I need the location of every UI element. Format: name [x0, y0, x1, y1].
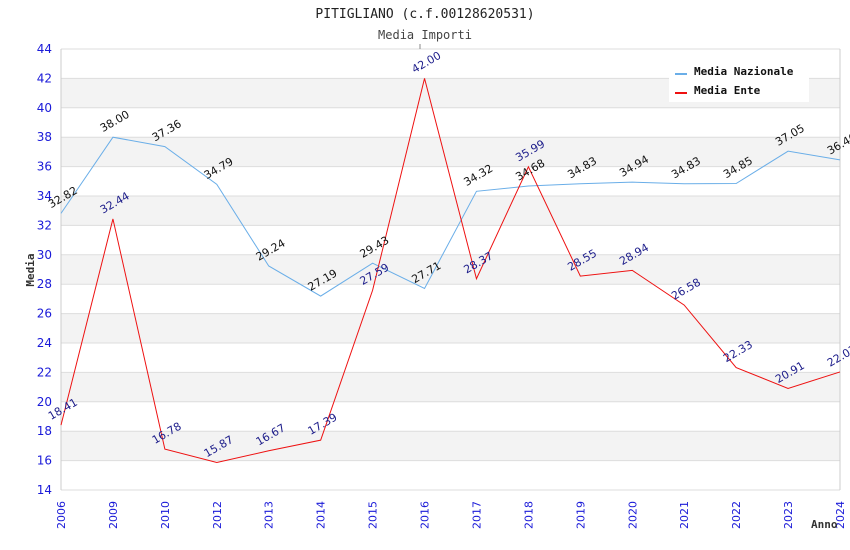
y-tick-label: 34 [37, 189, 52, 203]
band [61, 254, 840, 285]
x-axis-ticks: 2006 2009 2010 2012 2013 2014 2015 2016 2017 2018… [55, 501, 847, 529]
band [61, 166, 840, 196]
series-lines [60, 78, 841, 464]
chart-subtitle: Media Importi [378, 28, 472, 42]
x-tick-label: 2023 [782, 501, 795, 529]
band [61, 196, 840, 226]
background-bands [61, 49, 840, 490]
x-tick-label: 2009 [107, 501, 120, 529]
y-axis-ticks: 14 16 18 20 22 24 26 28 30 32 34 36 38 40 42 44 [37, 42, 52, 497]
band [61, 107, 840, 138]
series-line-media-nazionale [60, 136, 841, 297]
x-tick-label: 2019 [574, 501, 587, 529]
band [61, 137, 840, 167]
band [61, 372, 840, 402]
band [61, 284, 840, 314]
y-tick-label: 20 [37, 395, 52, 409]
x-tick-label: 2015 [367, 501, 380, 529]
y-tick-label: 40 [37, 101, 52, 115]
y-tick-label: 44 [37, 42, 52, 56]
y-tick-label: 14 [37, 483, 52, 497]
legend-label-ente: Media Ente [694, 84, 761, 97]
y-tick-label: 32 [37, 218, 52, 232]
y-tick-label: 18 [37, 424, 52, 438]
y-tick-label: 16 [37, 454, 52, 468]
x-tick-label: 2006 [55, 501, 68, 529]
band [61, 431, 840, 461]
y-axis-label: Media [24, 253, 37, 286]
band [61, 460, 840, 490]
y-tick-label: 36 [37, 160, 52, 174]
y-tick-label: 30 [37, 248, 52, 262]
y-tick-label: 38 [37, 130, 52, 144]
series-line-media-ente [60, 78, 841, 464]
x-tick-label: 2012 [211, 501, 224, 529]
x-tick-label: 2017 [470, 501, 483, 529]
x-axis-label: Anno [811, 518, 838, 531]
legend-label-nazionale: Media Nazionale [694, 65, 794, 78]
x-tick-label: 2016 [419, 501, 432, 529]
y-tick-label: 42 [37, 71, 52, 85]
x-tick-label: 2020 [626, 501, 639, 529]
x-tick-label: 2013 [263, 501, 276, 529]
y-tick-label: 28 [37, 277, 52, 291]
y-tick-label: 24 [37, 336, 52, 350]
x-tick-label: 2022 [730, 501, 743, 529]
chart-title: PITIGLIANO (c.f.00128620531) [315, 7, 534, 22]
band [61, 401, 840, 432]
x-tick-label: 2014 [315, 501, 328, 529]
x-tick-label: 2024 [834, 501, 847, 529]
x-tick-label: 2021 [678, 501, 691, 529]
x-tick-label: 2018 [522, 501, 535, 529]
y-tick-label: 26 [37, 307, 52, 321]
y-tick-label: 22 [37, 365, 52, 379]
band [61, 313, 840, 343]
legend-box [669, 60, 809, 102]
x-tick-label: 2010 [159, 501, 172, 529]
band [61, 343, 840, 373]
legend: Media Nazionale Media Ente [669, 60, 809, 102]
